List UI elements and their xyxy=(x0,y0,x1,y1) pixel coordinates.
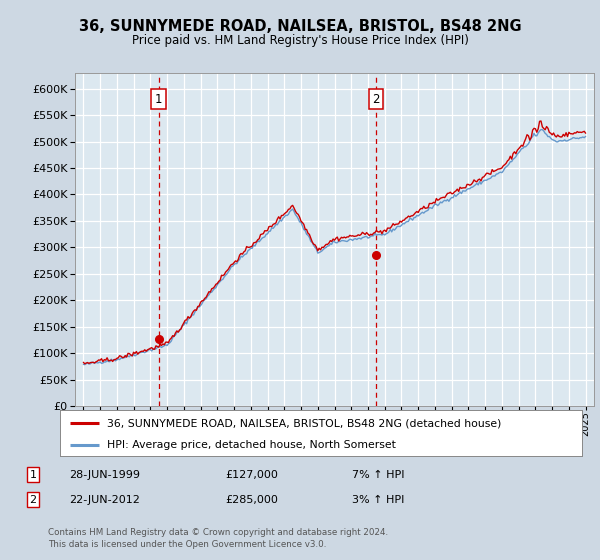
Text: 22-JUN-2012: 22-JUN-2012 xyxy=(70,494,140,505)
Text: 36, SUNNYMEDE ROAD, NAILSEA, BRISTOL, BS48 2NG: 36, SUNNYMEDE ROAD, NAILSEA, BRISTOL, BS… xyxy=(79,20,521,34)
Text: 2: 2 xyxy=(29,494,37,505)
Text: 1: 1 xyxy=(155,93,162,106)
Text: Price paid vs. HM Land Registry's House Price Index (HPI): Price paid vs. HM Land Registry's House … xyxy=(131,34,469,47)
Text: HPI: Average price, detached house, North Somerset: HPI: Average price, detached house, Nort… xyxy=(107,440,396,450)
Text: 36, SUNNYMEDE ROAD, NAILSEA, BRISTOL, BS48 2NG (detached house): 36, SUNNYMEDE ROAD, NAILSEA, BRISTOL, BS… xyxy=(107,418,502,428)
Text: £285,000: £285,000 xyxy=(226,494,278,505)
Text: Contains HM Land Registry data © Crown copyright and database right 2024.
This d: Contains HM Land Registry data © Crown c… xyxy=(48,528,388,549)
Text: £127,000: £127,000 xyxy=(226,470,278,480)
Text: 7% ↑ HPI: 7% ↑ HPI xyxy=(352,470,404,480)
Text: 28-JUN-1999: 28-JUN-1999 xyxy=(70,470,140,480)
Text: 3% ↑ HPI: 3% ↑ HPI xyxy=(352,494,404,505)
Text: 1: 1 xyxy=(29,470,37,480)
Text: 2: 2 xyxy=(372,93,380,106)
